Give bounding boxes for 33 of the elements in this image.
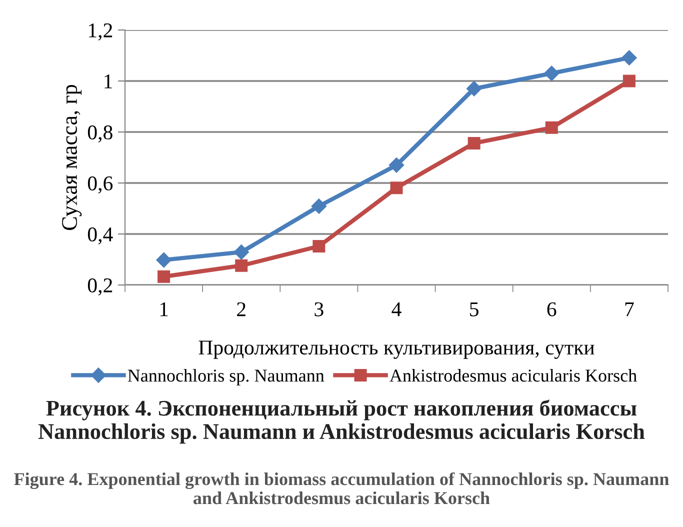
legend-label: Ankistrodesmus acicularis Korsch (390, 369, 637, 382)
legend-label: Nannochloris sp. Naumann (128, 369, 324, 386)
point (388, 158, 404, 173)
x-tick-label: 2 (237, 302, 246, 316)
text: Рисунок 4. Экспоненциальный рост накопления биомассы Nannochloris sp. Naumann и Ankistrodesmus acicularis Korsch (38, 400, 645, 444)
y-axis-title: Сухая масса, гр (62, 84, 82, 230)
point (390, 182, 403, 194)
point (311, 198, 326, 214)
x-tick-label: 5 (470, 302, 478, 316)
y-tick-label: 0,2 (88, 278, 112, 296)
y-tick-label: 1,2 (88, 23, 112, 40)
point (622, 74, 636, 88)
caption: Figure 4. Exponential growth in biomass accumulation of Nannochloris sp. Naumann and Ankistrodesmus acicularis Korsch (14, 472, 669, 504)
point (468, 136, 480, 150)
point (466, 81, 482, 96)
y-tick-label: 0,8 (88, 125, 112, 142)
x-tick-label: 1 (160, 302, 168, 316)
y-tick-label: 0,6 (88, 176, 113, 194)
x-tick-label: 7 (625, 302, 634, 316)
y-tick-label: 1 (104, 74, 112, 88)
x-tick-label: 4 (392, 302, 402, 316)
point (622, 50, 637, 66)
point (312, 240, 326, 252)
point (158, 270, 170, 283)
x-axis-title: Продолжительность культивирования, сутки (198, 340, 594, 359)
point (544, 66, 560, 81)
x-tick-label: 3 (314, 302, 324, 316)
point (234, 244, 249, 260)
point (235, 259, 248, 272)
x-tick-label: 6 (547, 302, 556, 316)
point (545, 121, 558, 134)
point (156, 252, 172, 268)
y-tick-label: 0,4 (88, 227, 113, 244)
